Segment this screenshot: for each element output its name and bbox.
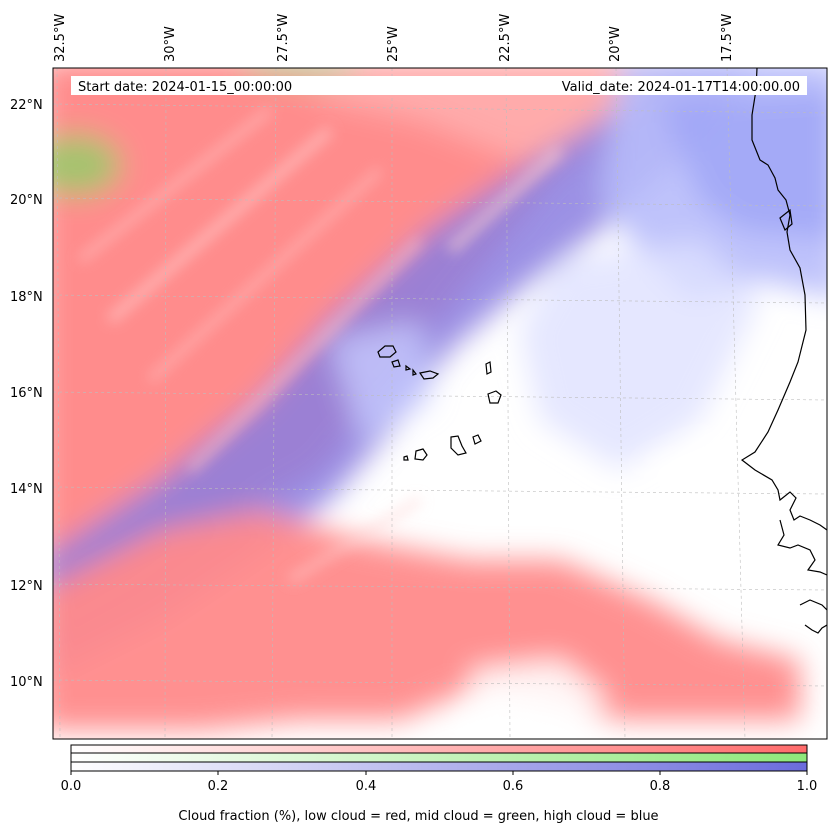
lon-label-22-5w: 22.5°W [498,13,513,62]
colorbar-tick-0-2: 0.2 [207,779,229,794]
colorbar-tick-1: 1.0 [796,779,818,794]
colorbar-tick-0-6: 0.6 [502,779,524,794]
colorbar-high-cloud [71,762,807,771]
coastline [740,68,827,634]
colorbar-tick-0-8: 0.8 [649,779,671,794]
lat-label-20n: 20°N [10,193,43,208]
colorbar-mid-cloud [71,753,807,762]
lat-label-18n: 18°N [10,290,43,305]
lon-label-32-5w: 32.5°W [53,13,68,62]
map-gridlines [53,68,827,739]
lon-label-25w: 25°W [386,26,401,62]
colorbar [70,744,808,775]
lon-label-17-5w: 17.5°W [720,13,735,62]
lat-label-22n: 22°N [10,98,43,113]
colorbar-tick-0: 0.0 [60,779,82,794]
colorbar-low-cloud [71,745,807,753]
lon-label-20w: 20°W [608,26,623,62]
cape-verde-islands [377,345,502,461]
cloud-fraction-field [53,68,827,739]
colorbar-caption: Cloud fraction (%), low cloud = red, mid… [178,809,659,824]
lon-label-27-5w: 27.5°W [276,13,291,62]
map-frame [52,67,828,740]
lat-label-16n: 16°N [10,386,43,401]
colorbar-tick-0-4: 0.4 [355,779,377,794]
start-date-label: Start date: 2024-01-15_00:00:00 [78,80,292,95]
lat-label-10n: 10°N [10,675,43,690]
lat-label-14n: 14°N [10,482,43,497]
valid-date-label: Valid_date: 2024-01-17T14:00:00.00 [562,80,800,95]
lat-label-12n: 12°N [10,579,43,594]
date-banner [71,76,807,95]
lon-label-30w: 30°W [163,26,178,62]
